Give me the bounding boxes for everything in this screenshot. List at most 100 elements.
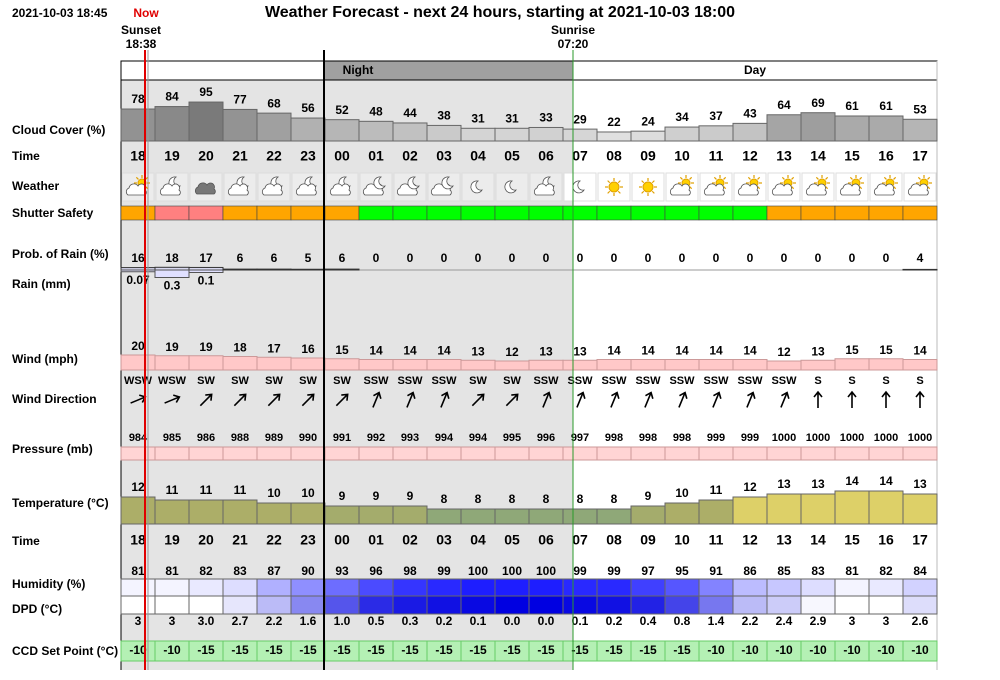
dpd-cell <box>324 595 360 615</box>
wind-bar <box>426 359 462 371</box>
temp-bar <box>290 502 326 525</box>
hour: 08 <box>606 148 622 164</box>
hour: 14 <box>810 148 826 164</box>
pressure-value: 992 <box>367 432 385 444</box>
wind-value: 14 <box>607 344 621 358</box>
cloud-bar <box>460 127 496 142</box>
pressure-value: 1000 <box>772 432 796 444</box>
wind-arrow <box>576 391 586 408</box>
wind-bar <box>188 355 224 371</box>
rain-prob-value: 17 <box>199 251 213 265</box>
temp-value: 8 <box>543 492 550 506</box>
shutter-cell <box>188 205 224 221</box>
humidity-cell <box>528 578 564 597</box>
hour: 11 <box>709 532 724 548</box>
wind-arrow <box>335 393 349 407</box>
cloud-value: 24 <box>641 114 655 128</box>
temp-bar <box>392 505 428 525</box>
temp-bar <box>664 502 700 525</box>
wind-bar <box>528 359 564 371</box>
dpd-value: 0.3 <box>402 614 419 628</box>
dpd-value: 3.0 <box>198 614 215 628</box>
humidity-cell <box>154 578 190 597</box>
temp-value: 8 <box>475 492 482 506</box>
humidity-value: 99 <box>607 564 621 578</box>
pressure-value: 1000 <box>806 432 830 444</box>
ccd-value: -15 <box>435 643 453 657</box>
cloud-value: 68 <box>267 96 281 110</box>
humidity-value: 97 <box>641 564 655 578</box>
shutter-cell <box>494 205 530 221</box>
humidity-value: 84 <box>913 564 927 578</box>
rain-prob-value: 5 <box>305 251 312 265</box>
hour: 04 <box>470 532 486 548</box>
hour: 13 <box>776 148 792 164</box>
shutter-cell <box>324 205 360 221</box>
sun-ray <box>815 176 819 180</box>
sun-ray <box>723 176 727 180</box>
rain-prob-value: 0 <box>475 251 482 265</box>
wind-arrow <box>915 390 925 408</box>
humidity-cell <box>868 578 904 597</box>
humidity-cell <box>766 578 802 597</box>
wind-bar <box>630 359 666 371</box>
wind-value: 14 <box>369 344 383 358</box>
sunset-time: 18:38 <box>126 37 157 51</box>
humidity-cell <box>664 578 700 597</box>
cloud-bar <box>494 127 530 142</box>
pressure-bar <box>290 446 326 461</box>
dpd-cell <box>902 595 938 615</box>
cloud <box>295 183 317 196</box>
wind-direction: SSW <box>363 375 389 387</box>
ccd-value: -15 <box>333 643 351 657</box>
cloud <box>533 183 555 196</box>
hour: 09 <box>640 148 656 164</box>
rain-prob-bar <box>256 268 292 271</box>
temp-bar <box>834 490 870 525</box>
row-label: Prob. of Rain (%) <box>12 247 109 261</box>
shutter-cell <box>902 205 938 221</box>
temp-bar <box>120 496 156 525</box>
dpd-cell <box>256 595 292 615</box>
row-label: Cloud Cover (%) <box>12 123 105 137</box>
dpd-cell <box>494 595 530 615</box>
wind-value: 15 <box>335 343 349 357</box>
rain-prob-value: 0 <box>849 251 856 265</box>
hour: 22 <box>266 532 282 548</box>
hour: 16 <box>878 532 894 548</box>
temp-value: 14 <box>845 474 859 488</box>
wind-bar <box>596 359 632 371</box>
temp-bar <box>630 505 666 525</box>
cloud <box>907 183 929 196</box>
hour: 12 <box>742 148 758 164</box>
dpd-value: 1.0 <box>334 614 351 628</box>
moon <box>504 180 517 194</box>
sun-ray <box>607 190 611 194</box>
wind-bar <box>800 359 836 371</box>
cloud <box>669 183 691 196</box>
dpd-value: 2.7 <box>232 614 249 628</box>
humidity-value: 99 <box>573 564 587 578</box>
humidity-value: 83 <box>233 564 247 578</box>
temp-value: 13 <box>811 477 825 491</box>
cloud-bar <box>596 131 632 142</box>
hour: 17 <box>912 532 928 548</box>
rain-bar <box>154 269 190 278</box>
hour: 19 <box>164 532 180 548</box>
pressure-bar <box>868 446 904 461</box>
pressure-value: 996 <box>537 432 555 444</box>
wind-direction: S <box>916 375 923 387</box>
wind-value: 14 <box>913 344 927 358</box>
sunrise-time: 07:20 <box>558 37 589 51</box>
sunset-label: Sunset <box>121 23 161 37</box>
rain-prob-value: 0 <box>611 251 618 265</box>
shutter-cell <box>732 205 768 221</box>
temp-bar <box>596 508 632 525</box>
wind-value: 13 <box>471 344 485 358</box>
wind-bar <box>732 359 768 371</box>
temp-bar <box>868 490 904 525</box>
humidity-value: 86 <box>743 564 757 578</box>
cloud <box>194 182 216 195</box>
temp-value: 8 <box>509 492 516 506</box>
wind-direction: SSW <box>601 375 627 387</box>
